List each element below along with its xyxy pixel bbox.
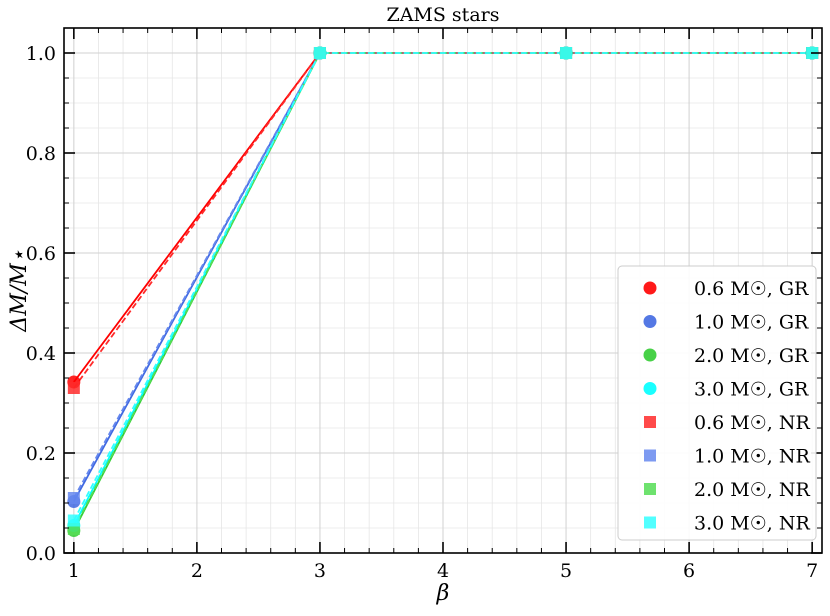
axis-ticks	[64, 27, 822, 554]
data-point	[313, 47, 326, 59]
legend-label: 0.6 M☉, NR	[694, 412, 810, 434]
series-markers	[67, 46, 819, 537]
x-tick-label: 7	[806, 560, 818, 582]
x-tick-label: 5	[560, 560, 572, 582]
legend-label: 2.0 M☉, GR	[694, 345, 809, 367]
legend-label: 0.6 M☉, GR	[694, 278, 809, 300]
y-tick-label: 0.8	[26, 143, 56, 165]
legend-label: 2.0 M☉, NR	[694, 479, 810, 501]
legend-marker	[644, 483, 656, 495]
data-point	[67, 382, 80, 394]
series-line	[73, 52, 813, 521]
data-point	[67, 514, 80, 527]
legend-marker	[644, 449, 656, 462]
x-tick-label: 3	[314, 560, 326, 582]
legend-label: 3.0 M☉, GR	[694, 379, 809, 401]
y-tick-label: 0.4	[26, 343, 56, 365]
x-tick-label: 2	[191, 560, 203, 582]
x-axis-label: β	[436, 581, 450, 606]
legend-box	[617, 265, 817, 541]
x-tick-label: 4	[437, 560, 449, 582]
x-tick-label: 1	[68, 560, 80, 582]
legend-label: 3.0 M☉, NR	[694, 513, 810, 535]
y-axis-label: ΔM/M⋆	[7, 249, 32, 332]
legend-marker	[643, 281, 657, 295]
legend-label: 1.0 M☉, GR	[694, 312, 809, 334]
y-tick-label: 0.2	[26, 443, 56, 465]
legend-marker	[643, 315, 657, 328]
series-lines	[73, 52, 813, 531]
y-tick-label: 1.0	[26, 43, 56, 65]
legend-marker	[643, 382, 657, 395]
legend-label: 1.0 M☉, NR	[694, 446, 810, 468]
legend-marker	[643, 348, 657, 362]
x-tick-label: 6	[683, 560, 695, 582]
legend-items: 0.6 M☉, GR 1.0 M☉, GR 2.0 M☉, GR 3.0 M☉, GR…	[643, 278, 810, 535]
y-tick-label: 0.6	[26, 243, 56, 265]
data-point	[560, 47, 573, 59]
y-tick-label: 0.0	[26, 543, 56, 565]
legend-marker	[644, 416, 656, 428]
chart-title: ZAMS stars	[387, 4, 500, 26]
legend: 0.6 M☉, GR 1.0 M☉, GR 2.0 M☉, GR 3.0 M☉, GR…	[617, 265, 817, 541]
tick-labels: 1 2 3 4 5 6 7 0.0 0.2 0.4 0.6 0.8 1.0	[26, 43, 818, 582]
data-point	[67, 492, 80, 504]
legend-marker	[644, 516, 656, 529]
